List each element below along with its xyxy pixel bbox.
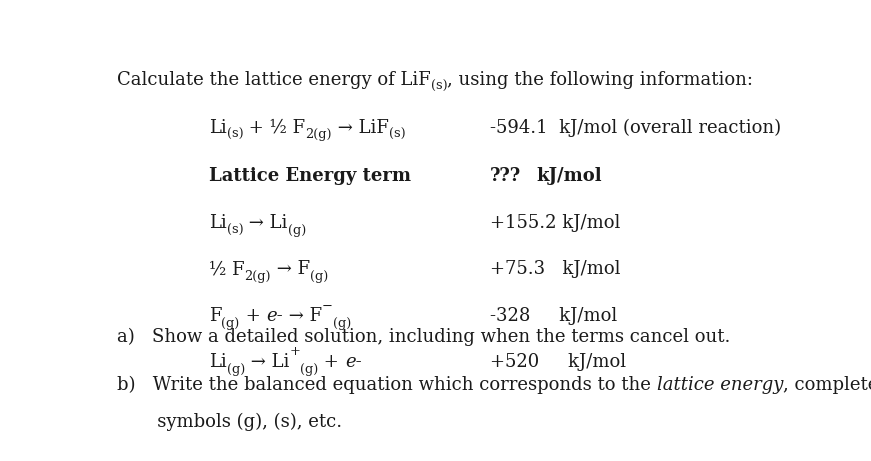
- Text: (s): (s): [431, 80, 448, 93]
- Text: (g): (g): [300, 363, 318, 376]
- Text: → F: → F: [283, 307, 322, 325]
- Text: Li: Li: [209, 353, 226, 371]
- Text: b)   Write the balanced equation which corresponds to the: b) Write the balanced equation which cor…: [117, 376, 657, 394]
- Text: e-: e-: [345, 353, 361, 371]
- Text: 2(g): 2(g): [245, 271, 271, 284]
- Text: +: +: [240, 307, 266, 325]
- Text: + ½ F: + ½ F: [243, 118, 305, 136]
- Text: → Li: → Li: [243, 213, 287, 231]
- Text: +: +: [318, 353, 345, 371]
- Text: ???: ???: [490, 167, 522, 185]
- Text: (g): (g): [226, 363, 245, 376]
- Text: symbols (g), (s), etc.: symbols (g), (s), etc.: [117, 413, 342, 431]
- Text: lattice energy: lattice energy: [657, 376, 783, 394]
- Text: 2(g): 2(g): [305, 129, 332, 142]
- Text: e-: e-: [266, 307, 283, 325]
- Text: (s): (s): [226, 129, 243, 142]
- Text: -328     kJ/mol: -328 kJ/mol: [490, 307, 618, 325]
- Text: Li: Li: [209, 213, 226, 231]
- Text: Li: Li: [209, 118, 226, 136]
- Text: (g): (g): [221, 317, 240, 330]
- Text: → LiF: → LiF: [332, 118, 388, 136]
- Text: (s): (s): [226, 224, 243, 236]
- Text: (g): (g): [310, 271, 328, 284]
- Text: +155.2 kJ/mol: +155.2 kJ/mol: [490, 213, 621, 231]
- Text: Calculate the lattice energy of LiF: Calculate the lattice energy of LiF: [117, 71, 431, 89]
- Text: , using the following information:: , using the following information:: [448, 71, 753, 89]
- Text: -594.1  kJ/mol (overall reaction): -594.1 kJ/mol (overall reaction): [490, 118, 781, 137]
- Text: Lattice Energy term: Lattice Energy term: [209, 167, 411, 185]
- Text: kJ/mol: kJ/mol: [537, 167, 602, 185]
- Text: (g): (g): [287, 224, 306, 236]
- Text: → F: → F: [271, 260, 310, 278]
- Text: +520     kJ/mol: +520 kJ/mol: [490, 353, 626, 371]
- Text: F: F: [209, 307, 221, 325]
- Text: , complete with: , complete with: [783, 376, 871, 394]
- Text: ½ F: ½ F: [209, 260, 245, 278]
- Text: +: +: [289, 345, 300, 358]
- Text: −: −: [322, 300, 333, 313]
- Text: (s): (s): [388, 129, 405, 142]
- Text: +75.3   kJ/mol: +75.3 kJ/mol: [490, 260, 621, 278]
- Text: (g): (g): [333, 317, 351, 330]
- Text: → Li: → Li: [245, 353, 289, 371]
- Text: a)   Show a detailed solution, including when the terms cancel out.: a) Show a detailed solution, including w…: [117, 328, 731, 346]
